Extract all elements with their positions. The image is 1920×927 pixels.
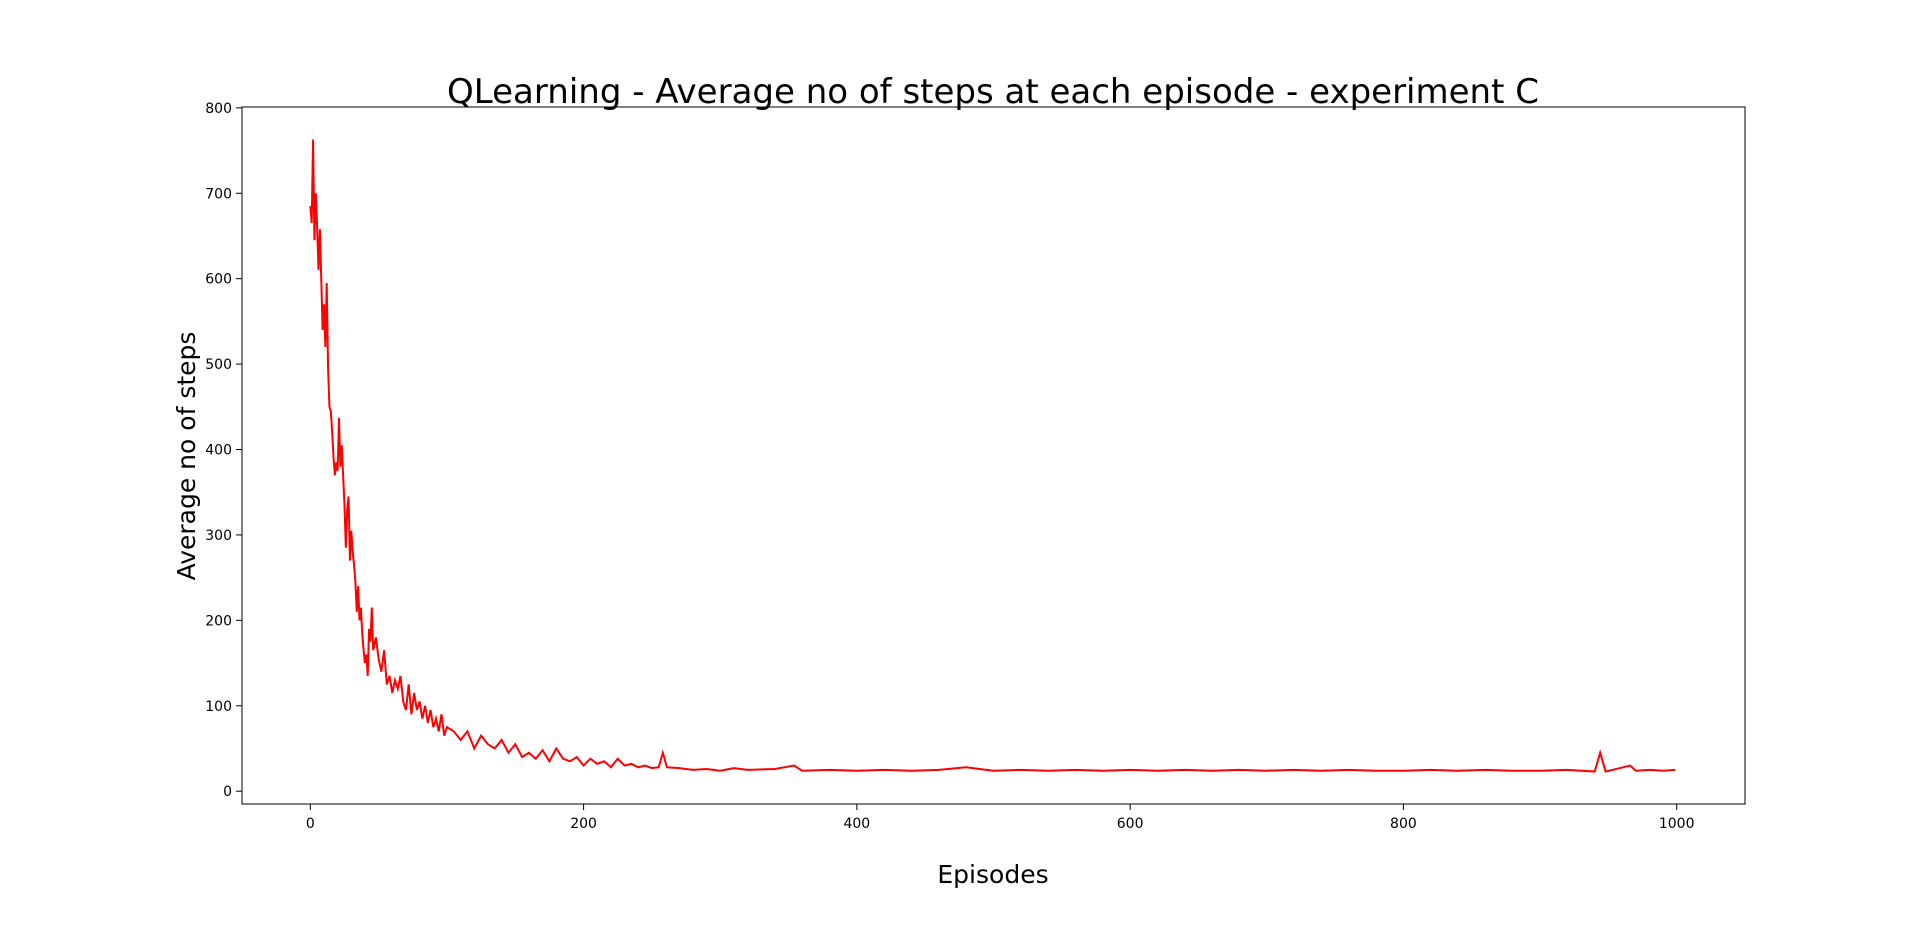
y-tick-label: 0 xyxy=(223,784,232,800)
y-tick-label: 300 xyxy=(205,528,232,544)
y-tick-label: 500 xyxy=(205,357,232,373)
x-tick-label: 1000 xyxy=(1659,816,1695,832)
y-axis-label: Average no of steps xyxy=(172,332,201,581)
data-line xyxy=(309,139,1676,773)
y-tick-label: 200 xyxy=(205,613,232,629)
x-tick-label: 400 xyxy=(843,816,870,832)
x-tick-label: 800 xyxy=(1390,816,1417,832)
plot-frame xyxy=(241,106,1746,805)
y-tick-label: 600 xyxy=(205,272,232,288)
x-tick-label: 0 xyxy=(306,816,315,832)
x-axis-label: Episodes xyxy=(937,860,1048,889)
y-tick-label: 700 xyxy=(205,186,232,202)
y-tick-label: 800 xyxy=(205,101,232,117)
y-tick-label: 100 xyxy=(205,699,232,715)
y-tick-label: 400 xyxy=(205,443,232,459)
x-tick-label: 200 xyxy=(570,816,597,832)
x-tick-label: 600 xyxy=(1117,816,1144,832)
chart-title: QLearning - Average no of steps at each … xyxy=(447,72,1539,112)
